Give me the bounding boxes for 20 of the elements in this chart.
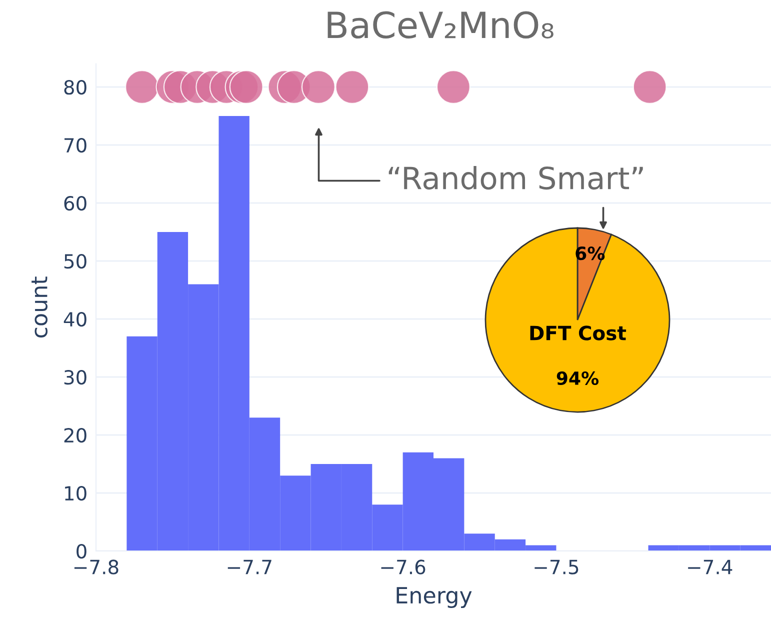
- chart-title: BaCeV₂MnO₈: [328, 11, 554, 39]
- y-tick-label: 30: [64, 370, 86, 385]
- annotation: “Random Smart”: [388, 166, 643, 190]
- x-tick-label: −7.8: [74, 560, 118, 574]
- text: DFT Cost: [530, 326, 626, 340]
- y-tick-label: 80: [64, 80, 86, 95]
- y-tick-label: 50: [64, 254, 86, 269]
- y-tick-label: 0: [76, 544, 86, 559]
- data-label: 94%: [556, 371, 599, 386]
- x-axis-title: Energy: [396, 587, 472, 608]
- y-tick-label: 20: [64, 428, 86, 443]
- y-tick-label: 10: [65, 486, 86, 501]
- x-tick-label: −7.7: [228, 560, 272, 574]
- x-tick-label: −7.5: [534, 560, 578, 574]
- y-tick-label: 40: [64, 312, 86, 327]
- y-tick-label: 60: [64, 196, 86, 211]
- x-tick-label: −7.4: [688, 560, 732, 574]
- y-axis-title: count: [32, 276, 48, 338]
- x-tick-label: −7.6: [381, 560, 426, 574]
- y-tick-label: 70: [64, 138, 86, 153]
